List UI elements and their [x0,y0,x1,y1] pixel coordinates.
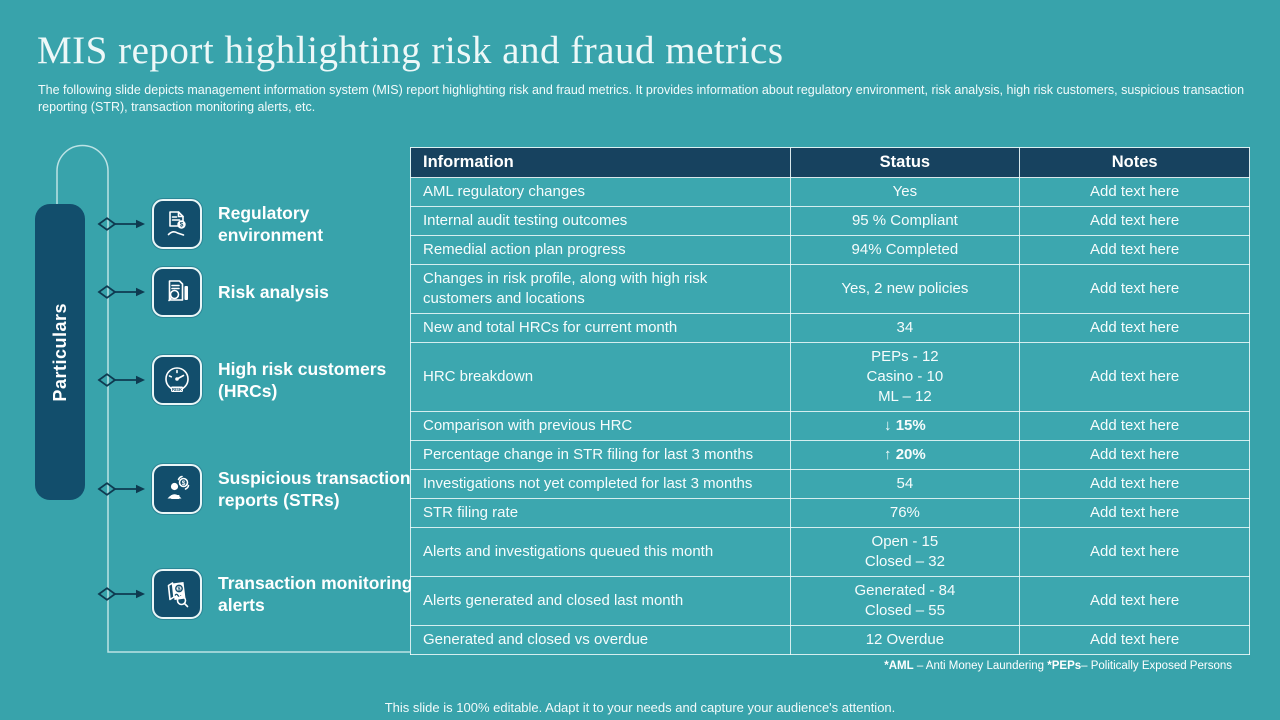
table-row: Percentage change in STR filing for last… [410,440,1250,470]
column-header-notes: Notes [1019,147,1250,178]
notes-cell[interactable]: Add text here [1019,411,1250,441]
status-cell: Yes [789,177,1021,207]
table-row: Alerts generated and closed last month G… [410,576,1250,626]
status-cell: 94% Completed [789,235,1021,265]
info-cell: STR filing rate [410,498,791,528]
column-header-status: Status [789,147,1021,178]
sidebar-item-suspicious-transaction-reports: $ Suspicious transaction reports (STRs) [96,464,414,514]
person-laptop-dollar-icon: $ [152,464,202,514]
status-cell: ↓ 15% [789,411,1021,441]
table-row: New and total HRCs for current month 34 … [410,313,1250,343]
risk-gauge-icon: RISK [152,355,202,405]
sidebar-item-label: Regulatory environment [218,203,324,245]
mis-metrics-table: Information Status Notes AML regulatory … [410,147,1250,655]
table-header-row: Information Status Notes [410,147,1250,178]
notes-cell[interactable]: Add text here [1019,313,1250,343]
svg-text:$: $ [182,480,186,487]
notes-cell[interactable]: Add text here [1019,342,1250,412]
notes-cell[interactable]: Add text here [1019,498,1250,528]
particulars-label: Particulars [49,302,70,402]
table-row: Internal audit testing outcomes 95 % Com… [410,206,1250,236]
aml-term: *AML [884,660,914,672]
svg-text:RISK: RISK [172,387,182,392]
table-row: Investigations not yet completed for las… [410,469,1250,499]
editable-slide-footer: This slide is 100% editable. Adapt it to… [384,700,896,715]
notes-cell[interactable]: Add text here [1019,235,1250,265]
info-cell: Comparison with previous HRC [410,411,791,441]
document-hand-coin-icon: $ [152,199,202,249]
notes-cell[interactable]: Add text here [1019,206,1250,236]
svg-text:$: $ [177,587,180,593]
info-cell: HRC breakdown [410,342,791,412]
documents-search-dollar-icon: $ [152,569,202,619]
column-header-information: Information [410,147,791,178]
sidebar-item-label: Transaction monitoring alerts [218,573,413,615]
info-cell: Generated and closed vs overdue [410,625,791,655]
diamond-arrow-connector-icon [97,217,145,231]
page-subtitle: The following slide depicts management i… [38,83,1245,114]
info-cell: Remedial action plan progress [410,235,791,265]
info-cell: Investigations not yet completed for las… [410,469,791,499]
status-cell: 34 [789,313,1021,343]
notes-cell[interactable]: Add text here [1019,440,1250,470]
status-cell: 76% [789,498,1021,528]
page-title: MIS report highlighting risk and fraud m… [37,29,784,72]
status-cell: 95 % Compliant [789,206,1021,236]
status-cell: PEPs - 12 Casino - 10 ML – 12 [789,342,1021,412]
status-cell: 54 [789,469,1021,499]
status-cell: Yes, 2 new policies [789,264,1021,314]
sidebar-item-label: Risk analysis [218,282,329,302]
info-cell: Changes in risk profile, along with high… [410,264,791,314]
info-cell: Alerts and investigations queued this mo… [410,527,791,577]
sidebar-item-regulatory-environment: $ Regulatory environment [96,199,414,249]
info-cell: New and total HRCs for current month [410,313,791,343]
particulars-pill: Particulars [35,204,85,500]
status-cell: 12 Overdue [789,625,1021,655]
diamond-arrow-connector-icon [97,285,145,299]
table-row: Alerts and investigations queued this mo… [410,527,1250,577]
table-row: Generated and closed vs overdue 12 Overd… [410,625,1250,655]
sidebar-item-label: Suspicious transaction reports (STRs) [218,468,411,510]
table-row: AML regulatory changes Yes Add text here [410,177,1250,207]
table-body: AML regulatory changes Yes Add text here… [410,177,1250,655]
info-cell: Alerts generated and closed last month [410,576,791,626]
table-row: Remedial action plan progress 94% Comple… [410,235,1250,265]
peps-term: *PEPs [1047,660,1082,672]
sidebar-item-label: High risk customers (HRCs) [218,359,387,401]
diamond-arrow-connector-icon [97,482,145,496]
info-cell: Internal audit testing outcomes [410,206,791,236]
table-row: HRC breakdown PEPs - 12 Casino - 10 ML –… [410,342,1250,412]
info-cell: Percentage change in STR filing for last… [410,440,791,470]
table-row: STR filing rate 76% Add text here [410,498,1250,528]
notes-cell[interactable]: Add text here [1019,177,1250,207]
table-row: Comparison with previous HRC ↓ 15% Add t… [410,411,1250,441]
table-row: Changes in risk profile, along with high… [410,264,1250,314]
status-cell: ↑ 20% [789,440,1021,470]
peps-definition: – Politically Exposed Persons [1081,660,1232,672]
status-cell: Open - 15 Closed – 32 [789,527,1021,577]
sidebar-item-high-risk-customers: RISK High risk customers (HRCs) [96,355,414,405]
aml-definition: – Anti Money Laundering [913,660,1048,672]
document-magnifier-icon [152,267,202,317]
abbreviations-footnote: *AML – Anti Money Laundering *PEPs– Poli… [884,660,1232,672]
diamond-arrow-connector-icon [97,587,145,601]
notes-cell[interactable]: Add text here [1019,625,1250,655]
sidebar-item-risk-analysis: Risk analysis [96,267,414,317]
notes-cell[interactable]: Add text here [1019,264,1250,314]
notes-cell[interactable]: Add text here [1019,576,1250,626]
diamond-arrow-connector-icon [97,373,145,387]
info-cell: AML regulatory changes [410,177,791,207]
svg-text:$: $ [180,222,184,229]
notes-cell[interactable]: Add text here [1019,527,1250,577]
sidebar-item-transaction-monitoring-alerts: $ Transaction monitoring alerts [96,569,414,619]
status-cell: Generated - 84 Closed – 55 [789,576,1021,626]
notes-cell[interactable]: Add text here [1019,469,1250,499]
